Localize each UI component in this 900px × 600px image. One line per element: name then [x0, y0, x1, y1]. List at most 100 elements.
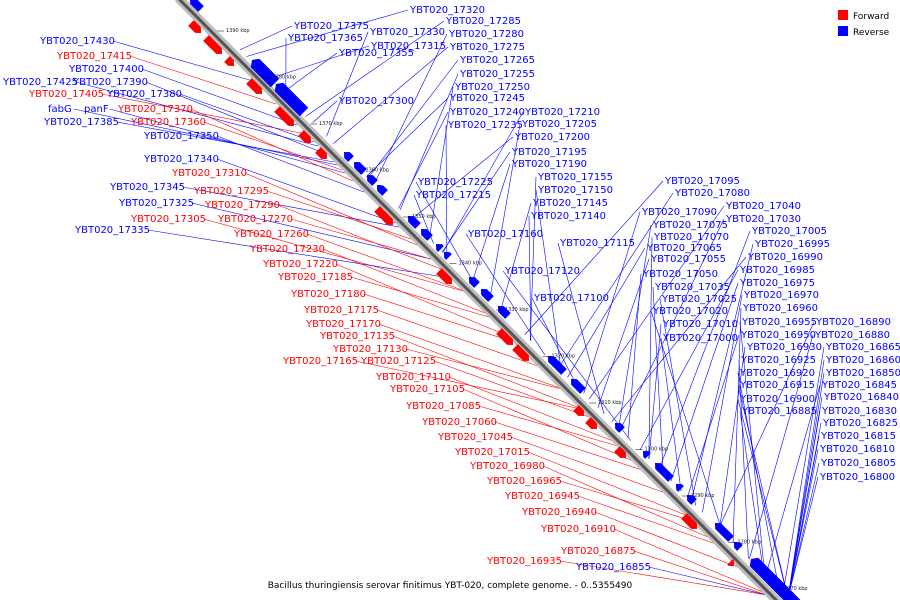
gene-label-right-9: YBT020_17265	[459, 55, 535, 66]
gene-label-right-26: YBT020_17140	[530, 211, 606, 222]
tick-label-2: 1370 kbp	[319, 121, 343, 127]
gene-0	[190, 0, 204, 12]
tick-label-10: 1290 kbp	[691, 493, 715, 499]
gene-label-left-23: YBT020_17230	[249, 244, 325, 255]
leader-left-18	[277, 204, 442, 270]
leader-left-31	[355, 360, 582, 410]
gene-31	[643, 451, 651, 459]
gene-label-right-39: YBT020_17035	[654, 282, 730, 293]
legend-label-reverse: Reverse	[853, 28, 890, 38]
gene-label-right-23: YBT020_17150	[537, 185, 613, 196]
leader-left-39	[542, 465, 711, 539]
gene-label-left-32: YBT020_17125	[360, 356, 436, 367]
gene-label-left-2: YBT020_17400	[68, 64, 144, 75]
gene-label-right-21: YBT020_17225	[417, 177, 493, 188]
tick-label-8: 1310 kbp	[598, 400, 622, 406]
tick-label-11: 1280 kbp	[738, 540, 762, 546]
gene-label-right-63: YBT020_16865	[825, 342, 900, 353]
gene-label-right-56: YBT020_16925	[740, 355, 816, 366]
gene-label-left-7: fabG	[48, 104, 72, 115]
gene-label-right-22: YBT020_17155	[537, 172, 613, 183]
gene-label-left-34: YBT020_17105	[389, 384, 465, 395]
gene-17	[436, 244, 444, 252]
gene-3	[224, 56, 234, 66]
legend: Forward Reverse	[838, 10, 890, 38]
leader-right-1	[239, 25, 293, 51]
gene-label-left-1: YBT020_17415	[56, 51, 132, 62]
leader-left-32	[433, 360, 590, 418]
gene-30	[614, 446, 626, 458]
leader-left-8	[109, 108, 346, 174]
gene-label-right-36: YBT020_17065	[646, 243, 722, 254]
tick-label-12: 1270 kbp	[784, 586, 808, 592]
leader-right-4	[326, 31, 369, 137]
gene-label-right-69: YBT020_16825	[822, 418, 898, 429]
leader-right-25	[500, 202, 532, 311]
gene-label-left-40: YBT020_16965	[486, 476, 562, 487]
gene-label-left-24: YBT020_17220	[262, 259, 338, 270]
leader-left-5	[101, 93, 307, 135]
leader-right-11	[428, 86, 454, 240]
leader-left-44	[633, 550, 768, 596]
leader-left-3	[75, 81, 319, 147]
gene-7	[274, 106, 294, 126]
gene-label-right-6: YBT020_17315	[370, 41, 446, 52]
gene-label-left-17: YBT020_17325	[118, 198, 194, 209]
gene-label-left-45: YBT020_16935	[486, 556, 562, 567]
gene-37	[734, 542, 743, 551]
gene-label-right-25: YBT020_17145	[532, 198, 608, 209]
leader-left-22	[306, 233, 463, 291]
gene-label-right-1: YBT020_17375	[293, 21, 369, 32]
leader-left-36	[494, 421, 643, 471]
gene-label-right-8: YBT020_17275	[449, 42, 525, 53]
leader-right-45	[619, 218, 725, 431]
gene-28	[585, 417, 597, 429]
gene-label-right-19: YBT020_17195	[511, 147, 587, 158]
gene-label-right-71: YBT020_16810	[819, 444, 895, 455]
leader-left-6	[179, 93, 315, 143]
leader-right-39	[652, 286, 664, 474]
gene-label-right-42: YBT020_17010	[662, 319, 738, 330]
gene-label-right-73: YBT020_16800	[819, 472, 895, 483]
leader-left-37	[510, 436, 666, 494]
gene-label-right-65: YBT020_16850	[825, 368, 900, 379]
tick-label-6: 1330 kbp	[505, 307, 529, 313]
gene-label-right-54: YBT020_16950	[740, 330, 816, 341]
leader-left-12	[216, 135, 365, 193]
leader-right-7	[282, 52, 338, 93]
leader-right-41	[650, 310, 723, 533]
gene-label-right-37: YBT020_17055	[650, 254, 726, 265]
gene-label-right-64: YBT020_16860	[825, 355, 900, 366]
gene-label-left-18: YBT020_17290	[204, 200, 280, 211]
leader-right-31	[524, 180, 664, 335]
leader-right-66	[765, 384, 821, 576]
gene-label-right-48: YBT020_16990	[747, 252, 823, 263]
leader-right-6	[268, 45, 370, 80]
gene-label-right-34: YBT020_17075	[652, 220, 728, 231]
gene-label-right-47: YBT020_16995	[754, 239, 830, 250]
leader-right-17	[489, 123, 521, 300]
leader-right-73	[787, 476, 819, 599]
gene-label-left-26: YBT020_17180	[290, 289, 366, 300]
gene-label-left-10: YBT020_17385	[43, 117, 119, 128]
gene-label-right-44: YBT020_17040	[725, 201, 801, 212]
leader-right-60	[739, 410, 764, 574]
gene-label-left-19: YBT020_17305	[130, 214, 206, 225]
gene-label-left-3: YBT020_17425	[2, 77, 78, 88]
gene-label-right-0: YBT020_17320	[409, 5, 485, 16]
leader-right-61	[718, 321, 815, 529]
leader-right-18	[410, 136, 514, 221]
left-gene-labels: YBT020_17430 YBT020_17415 YBT020_17400 YBT0…	[2, 36, 651, 573]
gene-label-right-35: YBT020_17070	[653, 232, 729, 243]
leader-left-9	[190, 108, 354, 182]
leader-left-46	[648, 566, 768, 596]
gene-label-right-5: YBT020_17280	[448, 29, 524, 40]
gene-19	[436, 268, 452, 284]
leader-right-62	[748, 334, 814, 560]
leader-right-54	[687, 334, 740, 498]
gene-label-right-28: YBT020_17115	[559, 238, 635, 249]
gene-label-left-37: YBT020_17045	[437, 432, 513, 443]
gene-label-right-12: YBT020_17300	[338, 96, 414, 107]
gene-27	[573, 405, 584, 416]
